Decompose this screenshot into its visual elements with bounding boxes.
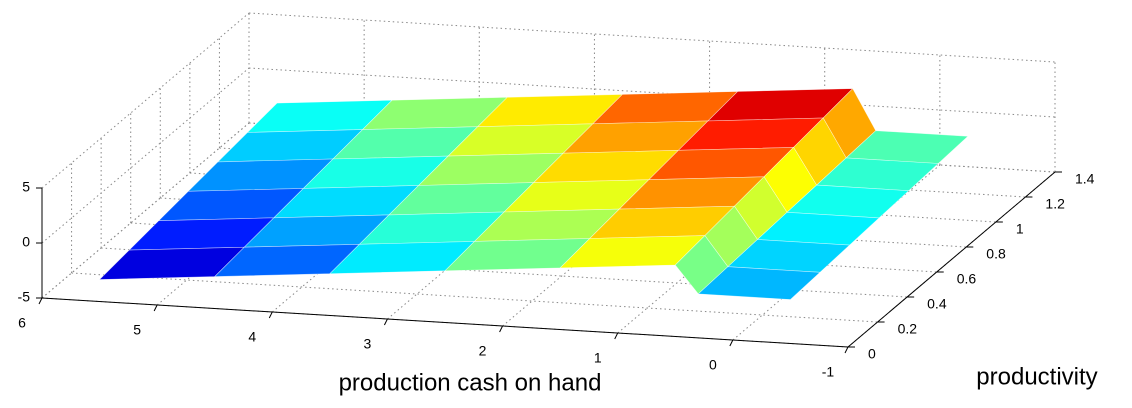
y-tick-label: 1: [1016, 221, 1024, 237]
grid-line: [41, 67, 250, 244]
x-tick: [153, 304, 158, 312]
x-tick: [268, 311, 273, 319]
x-tick-label: 5: [133, 322, 141, 338]
z-tick-label: 0: [22, 234, 30, 250]
x-tick-label: 4: [248, 329, 256, 345]
y-axis: [847, 171, 1056, 348]
x-tick: [38, 297, 43, 305]
x-tick-label: -1: [822, 364, 835, 380]
y-tick-label: 0.4: [927, 296, 947, 312]
y-axis-title: productivity: [976, 363, 1097, 390]
y-tick-label: 1.2: [1045, 196, 1065, 212]
x-tick-label: 0: [709, 357, 717, 373]
y-tick-label: 0.2: [898, 321, 918, 337]
y-tick-label: 0: [868, 346, 876, 362]
x-tick-label: 3: [364, 336, 372, 352]
surface-patch: [697, 266, 821, 300]
x-tick: [614, 332, 619, 340]
y-tick-label: 1.4: [1075, 171, 1095, 187]
x-tick: [499, 325, 504, 333]
y-tick-label: 0.6: [957, 271, 977, 287]
z-tick-label: 5: [22, 179, 30, 195]
x-tick: [729, 339, 734, 347]
x-tick: [383, 318, 388, 326]
x-tick-label: 1: [594, 350, 602, 366]
x-tick-label: 6: [18, 315, 26, 331]
grid-line: [41, 12, 250, 189]
x-tick-label: 2: [479, 343, 487, 359]
x-axis: [41, 297, 849, 348]
grid-line: [41, 122, 250, 299]
z-tick-label: -5: [18, 289, 31, 305]
grid-line: [248, 12, 1056, 63]
y-tick-label: 0.8: [986, 246, 1006, 262]
x-tick: [844, 346, 849, 354]
x-axis-title: production cash on hand: [339, 369, 602, 396]
